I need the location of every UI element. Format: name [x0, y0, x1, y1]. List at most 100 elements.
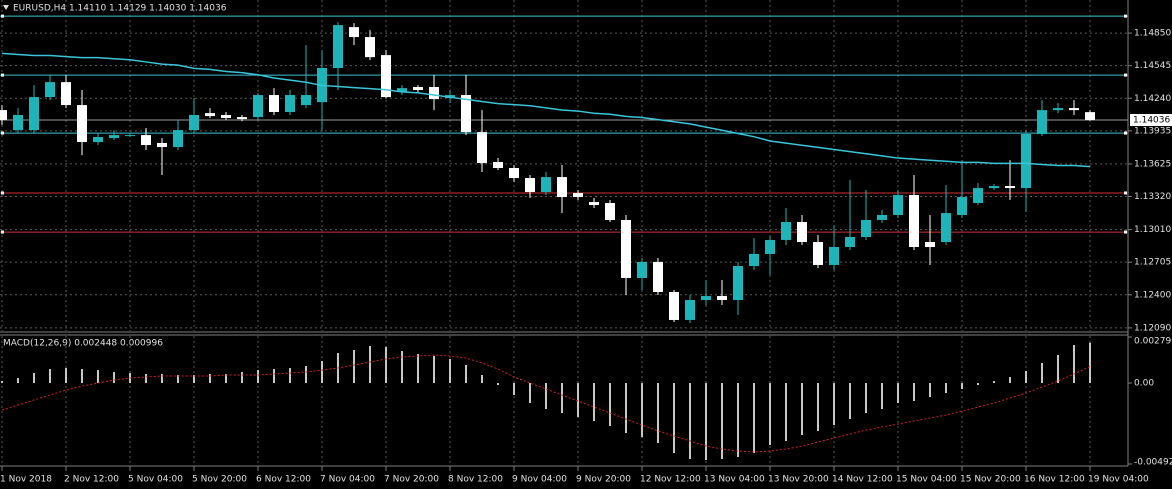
x-tick-label: 15 Nov 20:00	[960, 475, 1021, 485]
y-tick-label: 0.00	[1134, 379, 1154, 389]
candle-body	[653, 261, 663, 292]
candle-body	[1053, 108, 1063, 111]
candle-body	[285, 95, 295, 113]
candle-body	[397, 88, 407, 93]
y-tick-label: 1.14240	[1134, 94, 1171, 104]
x-tick-label: 13 Nov 20:00	[768, 475, 829, 485]
candle-body	[717, 296, 727, 300]
candle-body	[637, 261, 647, 278]
x-tick-label: 16 Nov 12:00	[1024, 475, 1085, 485]
candle-body	[1085, 112, 1095, 121]
candle-body	[973, 188, 983, 204]
candle-body	[1037, 110, 1047, 135]
candle-body	[989, 186, 999, 189]
y-tick-label: 1.13010	[1134, 225, 1171, 235]
candle-body	[765, 239, 775, 254]
candle-body	[813, 242, 823, 265]
x-tick-label: 2 Nov 12:00	[64, 475, 119, 485]
x-tick-label: 15 Nov 04:00	[896, 475, 957, 485]
candle-body	[941, 213, 951, 242]
candle-body	[845, 236, 855, 248]
candle-body	[925, 242, 935, 248]
candle-body	[957, 197, 967, 215]
y-tick-label: 1.13625	[1134, 159, 1171, 169]
x-tick-label: 5 Nov 20:00	[192, 475, 247, 485]
candle-body	[77, 105, 87, 143]
candle-body	[589, 202, 599, 206]
candle-body	[909, 195, 919, 248]
last-price-label: 1.14036	[1133, 116, 1170, 126]
candle-body	[109, 135, 119, 139]
x-tick-label: 1 Nov 2018	[0, 475, 52, 485]
candle-body	[0, 110, 7, 121]
candle-body	[861, 220, 871, 237]
candle-body	[173, 130, 183, 148]
level-handle	[1124, 14, 1127, 18]
candle-body	[573, 192, 583, 198]
candle-body	[141, 135, 151, 146]
y-tick-label: 0.002799	[1134, 337, 1172, 347]
candle-body	[189, 115, 199, 131]
candle-body	[461, 95, 471, 133]
candle-body	[333, 25, 343, 69]
level-handle	[1, 131, 4, 135]
candle-body	[541, 177, 551, 193]
candle-body	[429, 87, 439, 100]
candle-body	[61, 82, 71, 106]
x-tick-label: 14 Nov 12:00	[832, 475, 893, 485]
candle-body	[525, 178, 535, 193]
candle-body	[45, 82, 55, 98]
candle-body	[1021, 134, 1031, 189]
x-tick-label: 7 Nov 04:00	[320, 475, 375, 485]
candle-body	[797, 222, 807, 242]
candle-body	[701, 296, 711, 300]
candle-body	[829, 247, 839, 265]
x-tick-label: 13 Nov 04:00	[704, 475, 765, 485]
x-tick-label: 12 Nov 12:00	[640, 475, 701, 485]
candle-body	[157, 143, 167, 148]
x-tick-label: 6 Nov 12:00	[256, 475, 311, 485]
candle-body	[781, 222, 791, 240]
y-tick-label: -0.004923	[1134, 458, 1172, 468]
candle-body	[669, 291, 679, 320]
candle-body	[221, 115, 231, 119]
y-tick-label: 1.12090	[1134, 323, 1171, 333]
level-handle	[1124, 131, 1127, 135]
x-tick-label: 8 Nov 12:00	[448, 475, 503, 485]
candle-body	[557, 177, 567, 198]
chart-title: EURUSD,H4 1.14110 1.14129 1.14030 1.1403…	[13, 4, 227, 14]
x-tick-label: 19 Nov 04:00	[1088, 475, 1149, 485]
signal-line	[1, 354, 1091, 453]
x-tick-label: 9 Nov 20:00	[576, 475, 631, 485]
candle-body	[733, 266, 743, 300]
level-handle	[1124, 73, 1127, 77]
y-tick-label: 1.12705	[1134, 258, 1171, 268]
macd-title: MACD(12,26,9) 0.002448 0.000996	[3, 339, 163, 349]
candle-body	[493, 162, 503, 168]
candle-body	[381, 55, 391, 98]
candle-body	[605, 203, 615, 220]
candle-body	[365, 37, 375, 58]
candle-body	[237, 117, 247, 120]
last-price-box	[1130, 114, 1172, 127]
x-tick-label: 5 Nov 04:00	[128, 475, 183, 485]
menu-arrow	[3, 5, 9, 10]
y-tick-label: 1.14850	[1134, 29, 1171, 39]
candle-body	[125, 135, 135, 137]
x-tick-label: 9 Nov 04:00	[512, 475, 567, 485]
candle-body	[349, 27, 359, 38]
candle-body	[253, 95, 263, 118]
candle-body	[685, 299, 695, 320]
y-tick-label: 1.13935	[1134, 126, 1171, 136]
y-tick-label: 1.12400	[1134, 290, 1171, 300]
candle-body	[93, 137, 103, 143]
level-handle	[1124, 230, 1127, 234]
level-handle	[1, 230, 4, 234]
level-handle	[1124, 191, 1127, 195]
level-handle	[1, 73, 4, 77]
candle-body	[413, 87, 423, 91]
candle-body	[29, 97, 39, 131]
x-tick-label: 7 Nov 20:00	[384, 475, 439, 485]
